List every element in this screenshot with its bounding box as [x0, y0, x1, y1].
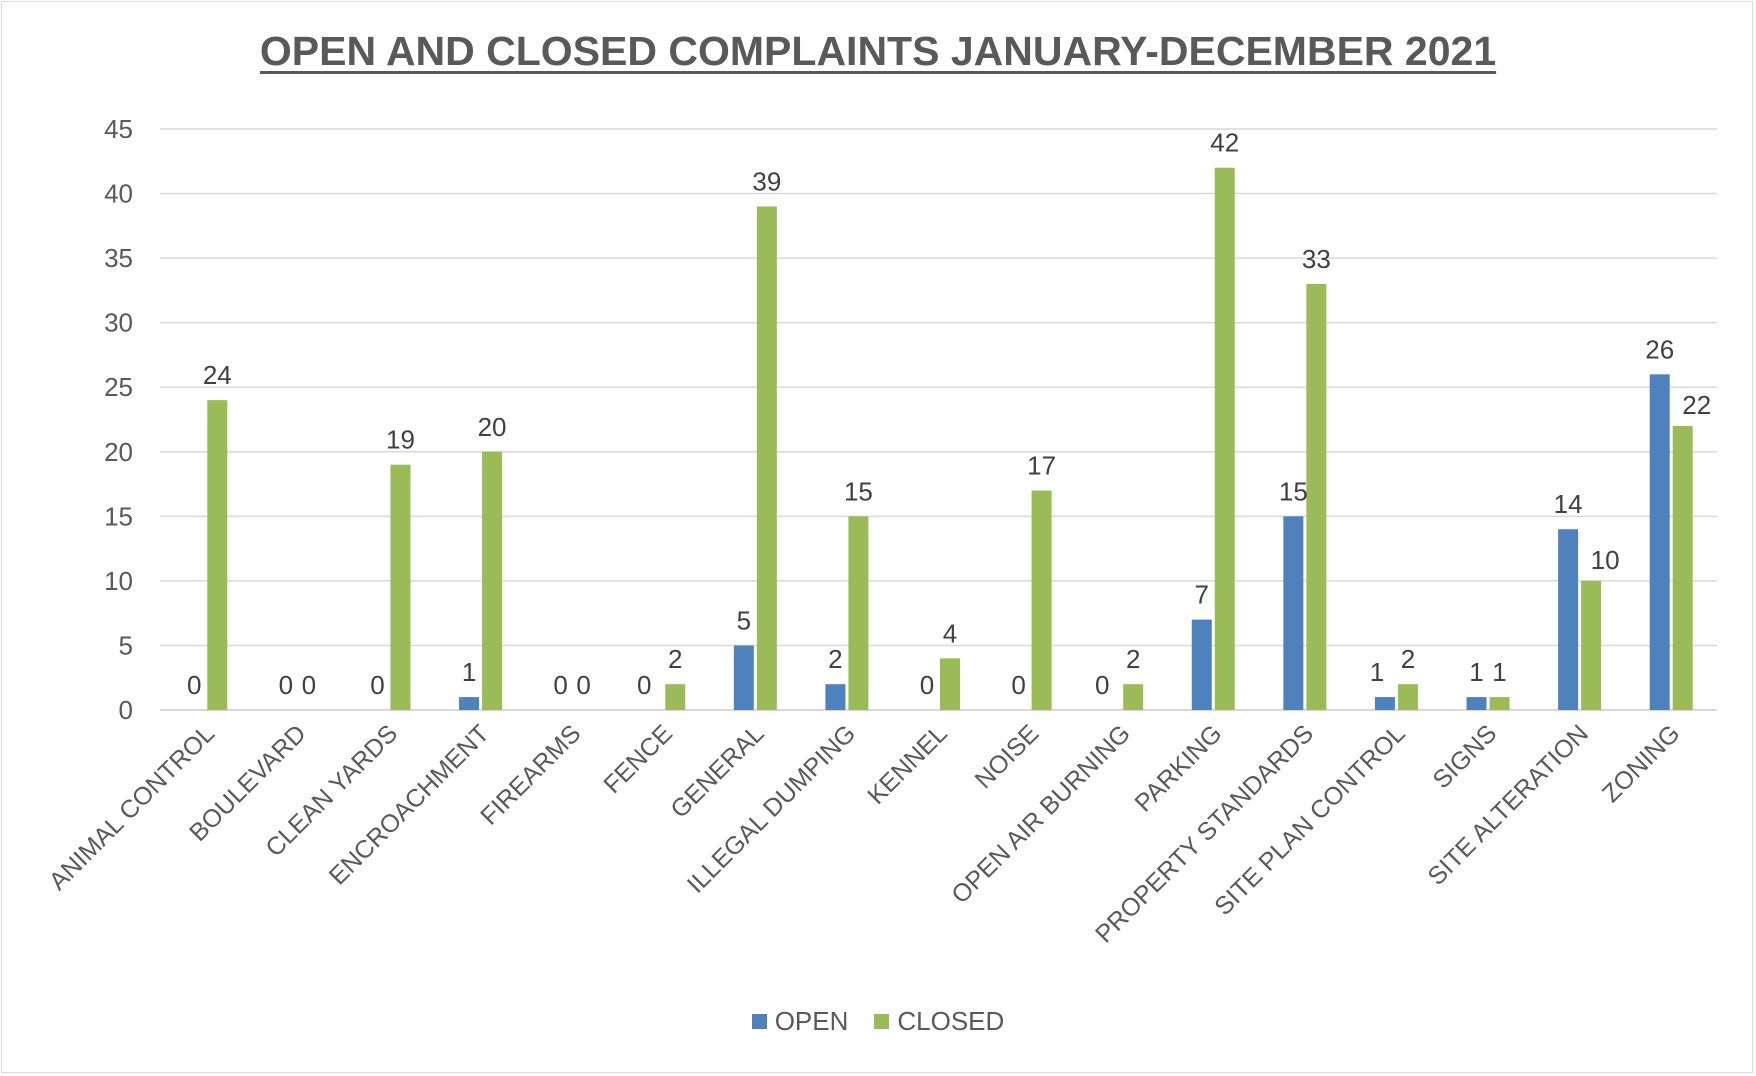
- bar-closed: [390, 464, 411, 710]
- data-label-closed: 1: [1492, 657, 1506, 687]
- bar-open: [1558, 529, 1579, 710]
- bar-open: [1649, 374, 1670, 710]
- data-label-closed: 33: [1302, 244, 1331, 274]
- x-tick-label: SITE PLAN CONTROL: [1209, 719, 1411, 921]
- data-label-closed: 2: [668, 644, 682, 674]
- legend-swatch-open: [751, 1014, 767, 1029]
- y-tick-label: 15: [104, 501, 133, 531]
- data-label-open: 15: [1279, 476, 1308, 506]
- data-label-open: 0: [187, 670, 201, 700]
- x-tick-label: SITE ALTERATION: [1422, 719, 1593, 890]
- bar-closed: [1489, 697, 1510, 710]
- data-label-open: 14: [1554, 489, 1583, 519]
- x-tick-label: OPEN AIR BURNING: [946, 719, 1136, 909]
- bar-closed: [940, 658, 960, 710]
- chart-title: OPEN AND CLOSED COMPLAINTS JANUARY-DECEM…: [259, 28, 1497, 74]
- data-label-closed: 39: [752, 166, 781, 196]
- data-label-closed: 24: [203, 360, 232, 390]
- data-label-closed: 22: [1682, 390, 1711, 420]
- bar-open: [1374, 697, 1395, 710]
- data-label-open: 1: [1370, 657, 1384, 687]
- bar-closed: [1214, 167, 1235, 710]
- legend-label-closed: CLOSED: [897, 1006, 1005, 1036]
- legend-label-open: OPEN: [774, 1006, 849, 1036]
- bar-closed: [756, 206, 777, 710]
- data-label-open: 5: [737, 605, 751, 635]
- bar-open: [459, 697, 480, 710]
- y-tick-label: 30: [104, 308, 133, 338]
- bar-open: [1191, 619, 1212, 710]
- bar-open: [1466, 697, 1487, 710]
- bar-closed: [207, 400, 228, 710]
- bar-closed: [1397, 684, 1418, 710]
- data-label-closed: 20: [478, 412, 507, 442]
- bar-closed: [665, 684, 686, 710]
- legend-item-open: OPEN: [751, 1006, 849, 1037]
- data-label-open: 7: [1195, 580, 1209, 610]
- data-label-closed: 0: [576, 670, 590, 700]
- y-tick-label: 40: [104, 179, 133, 209]
- x-tick-label: SIGNS: [1427, 719, 1502, 794]
- x-tick-label: FENCE: [598, 719, 678, 799]
- bar-closed: [1306, 283, 1327, 710]
- data-label-open: 1: [1469, 657, 1483, 687]
- data-label-open: 0: [920, 670, 934, 700]
- bar-closed: [1031, 490, 1052, 710]
- data-label-open: 0: [1095, 670, 1109, 700]
- data-label-open: 2: [828, 644, 842, 674]
- data-label-open: 0: [279, 670, 293, 700]
- data-label-open: 0: [370, 670, 384, 700]
- x-tick-label: ILLEGAL DUMPING: [682, 719, 861, 898]
- bar-closed: [1123, 684, 1144, 710]
- y-tick-label: 20: [104, 437, 133, 467]
- data-label-closed: 2: [1126, 644, 1140, 674]
- bars: [207, 167, 1693, 710]
- data-label-closed: 19: [386, 425, 415, 455]
- x-tick-label: ANIMAL CONTROL: [44, 719, 220, 895]
- y-tick-label: 10: [104, 566, 133, 596]
- y-tick-label: 25: [104, 372, 133, 402]
- x-tick-label: KENNEL: [862, 719, 953, 810]
- data-label-open: 0: [1011, 670, 1025, 700]
- legend-item-closed: CLOSED: [874, 1006, 1004, 1037]
- bar-closed: [1672, 425, 1693, 710]
- x-tick-label: ENCROACHMENT: [324, 719, 495, 890]
- bar-closed: [482, 451, 503, 710]
- y-tick-label: 5: [119, 630, 133, 660]
- data-label-closed: 10: [1591, 545, 1620, 575]
- bar-closed: [848, 516, 869, 710]
- x-tick-label: PARKING: [1129, 719, 1227, 817]
- data-label-closed: 2: [1401, 644, 1415, 674]
- data-label-open: 1: [462, 657, 476, 687]
- y-tick-label: 35: [104, 243, 133, 273]
- x-tick-label: FIREARMS: [475, 719, 586, 830]
- legend-swatch-closed: [874, 1014, 890, 1029]
- bar-closed: [1581, 580, 1602, 710]
- data-label-open: 26: [1645, 334, 1674, 364]
- y-tick-label: 45: [104, 114, 133, 144]
- data-label-open: 0: [553, 670, 567, 700]
- data-label-closed: 4: [943, 618, 957, 648]
- data-label-closed: 15: [844, 476, 873, 506]
- bar-open: [825, 684, 846, 710]
- x-tick-label: ZONING: [1597, 719, 1686, 808]
- y-tick-label: 0: [119, 695, 133, 725]
- data-label-closed: 17: [1027, 451, 1056, 481]
- y-axis: 0 5 10 15 20 25 30 35 40 45: [104, 114, 133, 725]
- bar-open: [1283, 516, 1304, 710]
- bar-open: [733, 645, 754, 710]
- legend: OPEN CLOSED: [0, 1006, 1756, 1037]
- gridlines: [160, 128, 1717, 711]
- data-label-open: 0: [637, 670, 651, 700]
- data-label-closed: 0: [302, 670, 316, 700]
- x-tick-label: NOISE: [970, 719, 1045, 794]
- data-label-closed: 42: [1210, 128, 1239, 158]
